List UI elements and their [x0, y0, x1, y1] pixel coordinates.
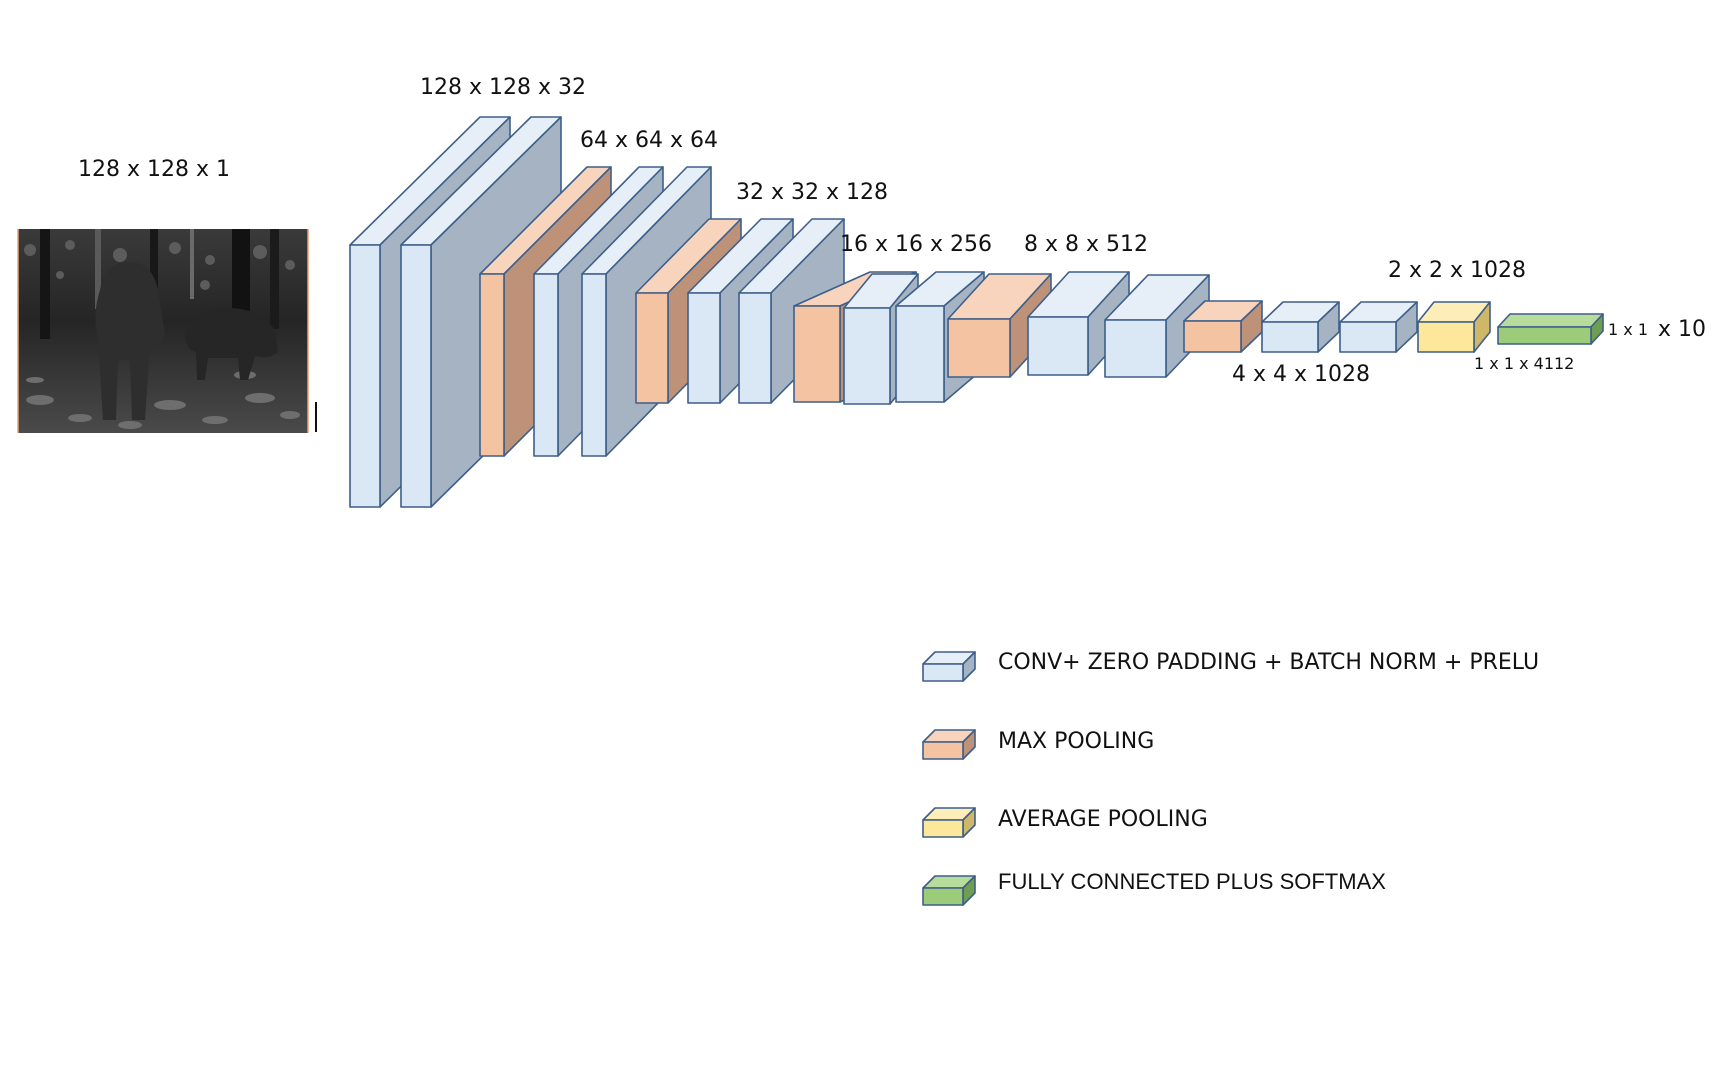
- legend-fc-text: FULLY CONNECTED PLUS SOFTMAX: [998, 869, 1386, 894]
- layer-block-6-max-pool-front-face: [635, 292, 669, 404]
- legend-icon-conv-front-face: [922, 663, 964, 682]
- legend-icon-max-pool-front-face: [922, 741, 964, 760]
- layer-block-7-conv-front-face: [687, 292, 721, 404]
- input-dims-label: 128 x 128 x 1: [78, 157, 230, 182]
- legend-icon-avg-pool-front-face: [922, 819, 964, 838]
- stage6-dims-label: 4 x 4 x 1028: [1232, 362, 1370, 387]
- stage5-dims-label: 8 x 8 x 512: [1024, 232, 1148, 257]
- stage3-dims-label: 32 x 32 x 128: [736, 180, 888, 205]
- layer-block-10-conv-front-face: [843, 307, 891, 405]
- stage2-dims-label: 64 x 64 x 64: [580, 128, 718, 153]
- legend-icon-conv: [922, 651, 976, 682]
- stage1-dims-label: 128 x 128 x 32: [420, 75, 586, 100]
- layer-block-13-conv-front-face: [1027, 316, 1089, 376]
- layer-blocks: [349, 116, 1604, 508]
- layer-block-19-fc: [1497, 313, 1604, 345]
- layer-block-9-max-pool-front-face: [793, 305, 841, 403]
- output-dims-small-label: 1 x 1: [1608, 320, 1648, 339]
- legend-icon-max-pool: [922, 729, 976, 760]
- stage7-dims-label: 2 x 2 x 1028: [1388, 258, 1526, 283]
- layer-block-3-max-pool-front-face: [479, 273, 505, 457]
- input-image: [17, 229, 309, 433]
- layer-block-11-conv-front-face: [895, 305, 945, 403]
- layer-block-16-conv: [1261, 301, 1340, 353]
- layer-block-12-max-pool-front-face: [947, 318, 1011, 378]
- output-dims-large-label: x 10: [1658, 317, 1707, 342]
- layer-block-18-avg-pool: [1417, 301, 1491, 353]
- layer-block-14-conv-front-face: [1104, 319, 1167, 378]
- legend-conv-text: CONV+ ZERO PADDING + BATCH NORM + PRELU: [998, 650, 1540, 675]
- layer-block-5-conv-front-face: [581, 273, 607, 457]
- layer-block-15-max-pool-front-face: [1183, 320, 1242, 353]
- legend-icons: [922, 651, 976, 906]
- stage8-dims-label: 1 x 1 x 4112: [1474, 354, 1575, 373]
- layer-block-16-conv-front-face: [1261, 321, 1319, 353]
- layer-block-19-fc-top-face: [1497, 313, 1604, 328]
- layer-block-17-conv: [1339, 301, 1418, 353]
- layer-block-15-max-pool: [1183, 300, 1263, 353]
- stage4-dims-label: 16 x 16 x 256: [840, 232, 992, 257]
- layer-block-1-conv-front-face: [349, 244, 381, 508]
- legend-maxpool-text: MAX POOLING: [998, 729, 1155, 754]
- layer-block-18-avg-pool-front-face: [1417, 321, 1475, 353]
- legend-icon-fc-front-face: [922, 887, 964, 906]
- legend-avgpool-text: AVERAGE POOLING: [998, 807, 1208, 832]
- legend-icon-avg-pool: [922, 807, 976, 838]
- legend-icon-fc: [922, 875, 976, 906]
- layer-block-17-conv-front-face: [1339, 321, 1397, 353]
- layer-block-4-conv-front-face: [533, 273, 559, 457]
- layer-block-19-fc-front-face: [1497, 326, 1592, 345]
- layer-block-8-conv-front-face: [738, 292, 772, 404]
- layer-block-2-conv-front-face: [400, 244, 432, 508]
